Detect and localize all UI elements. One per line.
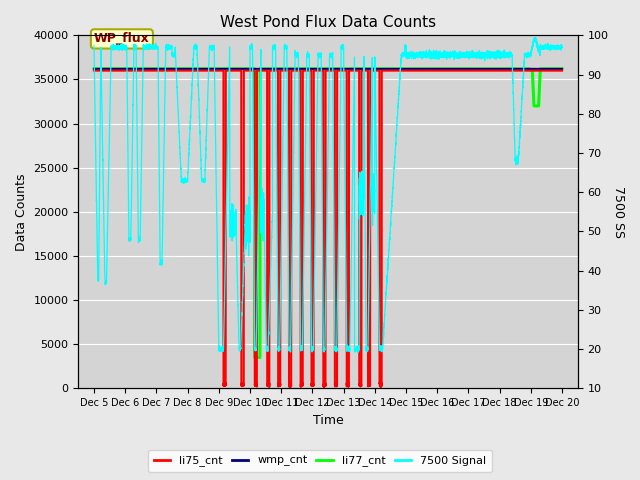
- Legend: li75_cnt, wmp_cnt, li77_cnt, 7500 Signal: li75_cnt, wmp_cnt, li77_cnt, 7500 Signal: [148, 450, 492, 472]
- X-axis label: Time: Time: [312, 414, 344, 427]
- Text: WP_flux: WP_flux: [94, 32, 150, 46]
- Y-axis label: Data Counts: Data Counts: [15, 173, 28, 251]
- Y-axis label: 7500 SS: 7500 SS: [612, 186, 625, 238]
- Title: West Pond Flux Data Counts: West Pond Flux Data Counts: [220, 15, 436, 30]
